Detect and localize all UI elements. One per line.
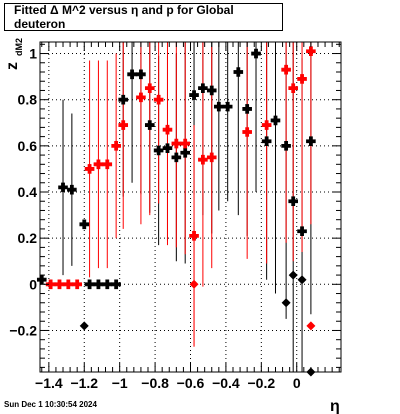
x-axis-label: η bbox=[330, 398, 340, 414]
data-point bbox=[206, 152, 217, 163]
x-tick-label: −0.4 bbox=[212, 375, 240, 391]
data-point bbox=[72, 279, 82, 290]
data-point bbox=[214, 101, 224, 112]
y-tick-label: 0 bbox=[29, 276, 37, 292]
axes: −1.4 −1.2 −1 −0.8 −0.6 −0.4 −0.2 0 −0.2 0 0.2 0.4 0.… bbox=[9, 42, 341, 391]
error-bars bbox=[62, 42, 312, 372]
data-point bbox=[162, 124, 173, 135]
data-point bbox=[242, 127, 252, 137]
data-markers bbox=[36, 46, 316, 377]
data-point bbox=[233, 67, 244, 77]
y-tick-label: 0.2 bbox=[18, 230, 38, 246]
data-point bbox=[281, 298, 291, 308]
data-point bbox=[281, 64, 291, 75]
chart-title-box: Fitted Δ M^2 versus η and p for Global d… bbox=[4, 3, 283, 31]
data-point bbox=[136, 92, 146, 103]
data-point bbox=[222, 101, 233, 112]
data-point bbox=[127, 69, 137, 80]
data-point bbox=[297, 74, 307, 84]
data-point bbox=[111, 141, 121, 151]
y-axis-label: z bbox=[4, 62, 21, 70]
data-point bbox=[84, 164, 95, 174]
data-point bbox=[93, 279, 104, 290]
data-point bbox=[189, 279, 199, 289]
data-point bbox=[261, 120, 272, 130]
data-point bbox=[102, 279, 113, 290]
y-tick-label: 0.8 bbox=[18, 92, 38, 108]
data-point bbox=[288, 83, 298, 93]
chart-title: Fitted Δ M^2 versus η and p for Global d… bbox=[14, 3, 234, 31]
data-point bbox=[288, 270, 298, 280]
data-point bbox=[63, 279, 74, 290]
data-point bbox=[306, 321, 316, 331]
x-tick-label: −1 bbox=[112, 375, 128, 391]
data-point bbox=[118, 120, 129, 130]
data-point bbox=[288, 196, 298, 207]
data-point bbox=[297, 275, 307, 285]
data-point bbox=[297, 226, 307, 237]
data-point bbox=[171, 138, 182, 149]
data-point bbox=[144, 120, 155, 130]
y-axis-label-subscript: dM2 bbox=[14, 38, 24, 56]
data-point bbox=[251, 48, 261, 59]
data-point bbox=[180, 138, 190, 149]
data-point bbox=[206, 85, 217, 96]
y-axis-title: z dM2 bbox=[4, 38, 24, 70]
x-tick-label: −0.6 bbox=[177, 375, 205, 391]
y-tick-label: 0.6 bbox=[18, 138, 38, 154]
data-point bbox=[144, 83, 155, 93]
data-point bbox=[93, 159, 104, 170]
x-tick-label: −1.2 bbox=[70, 375, 98, 391]
data-point bbox=[306, 46, 316, 57]
y-tick-label: 0.4 bbox=[18, 184, 38, 200]
data-point bbox=[189, 90, 199, 100]
data-point bbox=[118, 94, 129, 105]
data-point bbox=[261, 136, 272, 147]
data-point bbox=[136, 69, 146, 80]
data-point bbox=[171, 152, 182, 163]
data-point bbox=[153, 145, 164, 156]
data-point bbox=[153, 94, 164, 105]
timestamp: Sun Dec 1 10:30:54 2024 bbox=[4, 400, 97, 409]
x-tick-label: 0 bbox=[293, 375, 301, 391]
data-point bbox=[67, 184, 77, 195]
data-point bbox=[36, 274, 47, 285]
data-point bbox=[270, 115, 281, 126]
x-tick-label: −1.4 bbox=[35, 375, 63, 391]
data-point bbox=[198, 83, 208, 93]
data-point bbox=[102, 159, 113, 170]
x-tick-label: −0.2 bbox=[248, 375, 276, 391]
data-point bbox=[242, 104, 252, 114]
y-tick-label: −0.2 bbox=[9, 322, 37, 338]
data-point bbox=[54, 279, 65, 290]
data-point bbox=[79, 321, 89, 331]
data-point bbox=[162, 143, 173, 153]
data-point bbox=[84, 279, 95, 290]
data-point bbox=[281, 141, 291, 151]
data-point bbox=[198, 154, 208, 165]
y-tick-label: 1 bbox=[29, 46, 37, 62]
data-point bbox=[45, 279, 56, 290]
data-point bbox=[189, 231, 199, 241]
x-tick-label: −0.8 bbox=[141, 375, 169, 391]
data-point bbox=[111, 279, 121, 290]
data-point bbox=[306, 136, 316, 147]
data-point bbox=[79, 219, 90, 230]
data-point bbox=[58, 182, 68, 193]
data-point bbox=[180, 147, 190, 158]
